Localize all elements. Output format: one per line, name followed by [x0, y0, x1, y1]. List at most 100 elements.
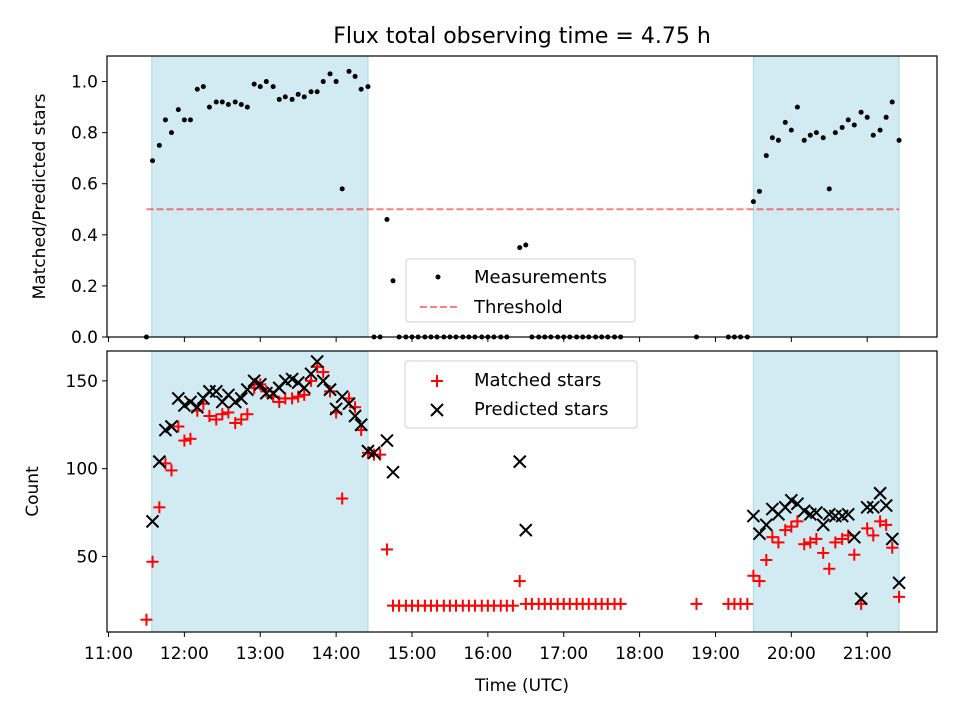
matched-star-point — [867, 529, 880, 542]
bottom-y-axis-label: Count — [23, 466, 43, 517]
predicted-x-b — [866, 500, 880, 515]
predicted-star-point — [297, 381, 311, 395]
matched-star-point — [747, 569, 760, 582]
predicted-star-point — [183, 395, 198, 409]
legend-measurements-label: Measurements — [474, 267, 607, 288]
measurement-point — [851, 122, 857, 128]
measurement-point — [807, 132, 813, 138]
y-tick-label: 150 — [66, 372, 98, 392]
matched-star-point — [317, 366, 330, 379]
matched-star-point — [506, 599, 519, 612]
predicted-star-point — [752, 526, 767, 541]
measurement-point — [794, 104, 800, 110]
measurement-point — [756, 188, 762, 194]
x-axis-label: Time (UTC) — [474, 676, 569, 696]
measurement-point — [750, 199, 756, 205]
bottom-legend: Matched stars Predicted stars — [404, 360, 638, 429]
predicted-star-point — [885, 532, 899, 546]
predicted-star-point — [519, 523, 533, 537]
measurement-point — [150, 158, 156, 164]
matched-star-point — [766, 531, 779, 544]
matched-star-point — [785, 520, 798, 533]
measurement-point — [889, 99, 895, 105]
matched-star-point — [172, 420, 185, 433]
measurement-point — [181, 117, 187, 123]
predicted-x-b — [790, 497, 805, 511]
predicted-star-point — [797, 504, 811, 518]
matched-star-point — [779, 524, 792, 537]
predicted-x-b — [310, 354, 324, 369]
legend-threshold-label: Threshold — [473, 297, 563, 318]
predicted-x-b — [860, 500, 874, 515]
x-tick-label: 20:00 — [767, 644, 816, 664]
measurement-point — [232, 99, 238, 105]
measurement-point — [194, 86, 200, 92]
predicted-star-point — [380, 433, 394, 448]
measurement-point — [251, 81, 257, 87]
top-panel: 0.0 0.2 0.4 0.6 0.8 1.0 Matched/Predicted sta… — [30, 55, 938, 348]
predicted-x-b — [361, 444, 375, 458]
measurement-point — [308, 89, 314, 95]
predicted-x-b — [297, 381, 311, 395]
measurement-point — [314, 89, 320, 95]
bottom-axes-ticks: 50 100 150 11:00 12:00 13:00 14:00 15:00 16:00 17… — [66, 372, 892, 664]
measurement-point — [864, 114, 870, 120]
predicted-x-b — [822, 507, 836, 522]
top-axes-ticks: 0.0 0.2 0.4 0.6 0.8 1.0 — [71, 73, 868, 348]
predicted-star-point — [310, 354, 324, 369]
matched-star-point — [203, 409, 216, 422]
measurement-point — [225, 102, 231, 108]
x-tick-label: 13:00 — [236, 644, 285, 664]
predicted-x-b — [285, 372, 299, 386]
predicted-x-b — [177, 398, 192, 413]
y-tick-label: 0.2 — [71, 277, 98, 297]
measurement-point — [320, 79, 326, 85]
measurement-point — [339, 186, 345, 192]
predicted-star-point — [152, 454, 167, 469]
x-tick-label: 14:00 — [312, 644, 361, 664]
predicted-star-point — [816, 518, 830, 532]
predicted-x-b — [190, 400, 204, 414]
measurement-point — [295, 91, 301, 97]
predicted-x-b — [879, 498, 893, 513]
matched-star-point — [760, 553, 773, 566]
predicted-x-b — [171, 391, 186, 406]
predicted-x-b — [854, 591, 868, 606]
matched-star-point — [772, 536, 785, 549]
measurement-point — [826, 186, 832, 192]
predicted-x-b — [234, 391, 248, 406]
measurement-point — [763, 153, 769, 159]
measurement-point — [282, 94, 288, 100]
measurement-point — [168, 130, 174, 136]
matched-star-point — [336, 492, 349, 505]
measurement-point — [839, 125, 845, 131]
matched-star-point — [798, 538, 811, 551]
measurement-point — [301, 94, 307, 100]
matched-star-point — [178, 434, 191, 447]
predicted-star-point — [342, 396, 356, 411]
predicted-star-point — [759, 518, 774, 532]
matched-star-point — [880, 518, 893, 531]
predicted-x-b — [183, 395, 198, 409]
matched-star-point — [165, 464, 178, 477]
matched-star-point — [140, 613, 153, 626]
measurement-point — [801, 137, 807, 143]
predicted-star-point — [860, 500, 874, 515]
measurement-point — [187, 117, 193, 123]
predicted-star-point — [841, 507, 855, 522]
measurement-point — [877, 127, 883, 133]
measurement-point — [896, 137, 902, 143]
matched-star-point — [513, 575, 526, 588]
predicted-star-point — [158, 423, 173, 437]
predicted-x-b — [228, 395, 242, 409]
matched-star-point — [361, 446, 374, 459]
matched-star-point — [848, 548, 861, 561]
predicted-x-b — [158, 423, 173, 437]
matched-star-point — [229, 417, 242, 430]
predicted-x-b — [746, 509, 761, 523]
legend-measurements-marker — [435, 274, 441, 280]
matched-star-point — [741, 597, 754, 610]
predicted-star-point — [354, 418, 368, 432]
predicted-x-b — [847, 530, 862, 544]
